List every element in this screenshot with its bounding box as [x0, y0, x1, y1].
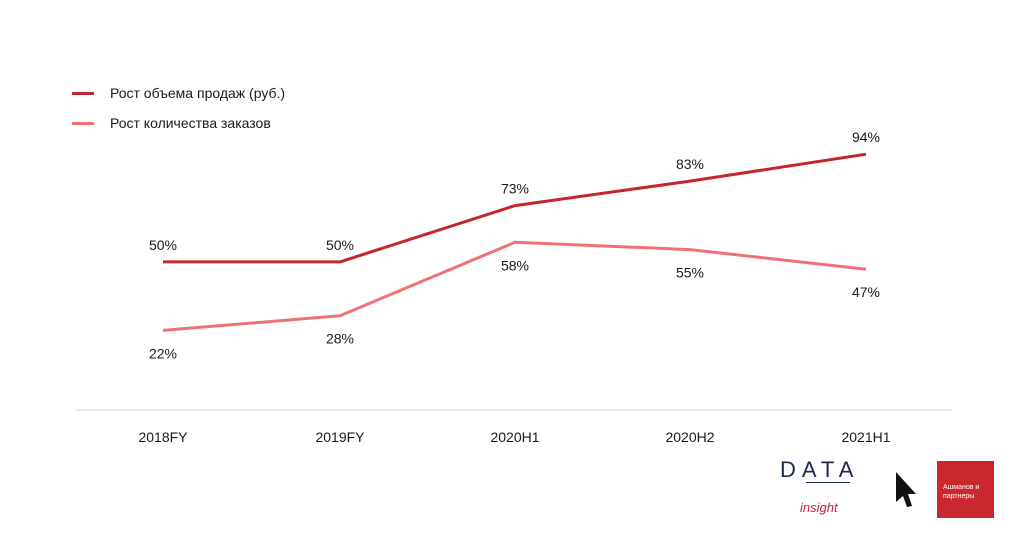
data-label-s1-0: 22% [149, 345, 177, 361]
x-tick-label-0: 2018FY [138, 429, 188, 445]
ashmanov-logo: Ашманов и партнеры [937, 461, 994, 518]
x-tick-label-4: 2021H1 [841, 429, 890, 445]
data-insight-sub: insight [800, 500, 838, 515]
legend-item-sales: Рост объема продаж (руб.) [72, 78, 285, 108]
logos: DATA insight Ашманов и партнеры [776, 457, 996, 520]
legend-label-orders: Рост количества заказов [110, 115, 271, 131]
data-label-s1-4: 47% [852, 284, 880, 300]
data-insight-letters: DATA [780, 457, 860, 482]
data-insight-rule [806, 482, 850, 483]
data-label-s0-0: 50% [149, 237, 177, 253]
data-insight-logo: DATA insight [776, 457, 860, 518]
ashmanov-cursor-icon [896, 472, 916, 507]
legend-swatch-orders [72, 121, 94, 125]
ashmanov-logo-text: Ашманов и партнеры [943, 484, 980, 500]
legend-label-sales: Рост объема продаж (руб.) [110, 85, 286, 101]
data-label-s0-4: 94% [852, 129, 880, 145]
data-label-s0-3: 83% [676, 156, 704, 172]
series-line-1 [162, 240, 867, 332]
data-label-s0-1: 50% [326, 237, 354, 253]
data-label-s1-2: 58% [501, 257, 529, 273]
data-label-s1-1: 28% [326, 331, 354, 347]
series-line-0 [163, 152, 867, 264]
legend-item-orders: Рост количества заказов [72, 108, 285, 138]
legend: Рост объема продаж (руб.) Рост количеств… [72, 78, 285, 138]
x-tick-label-1: 2019FY [315, 429, 365, 445]
data-label-s1-3: 55% [676, 265, 704, 281]
x-tick-label-2: 2020H1 [490, 429, 539, 445]
x-tick-label-3: 2020H2 [665, 429, 714, 445]
legend-swatch-sales [72, 91, 94, 95]
data-label-s0-2: 73% [501, 181, 529, 197]
